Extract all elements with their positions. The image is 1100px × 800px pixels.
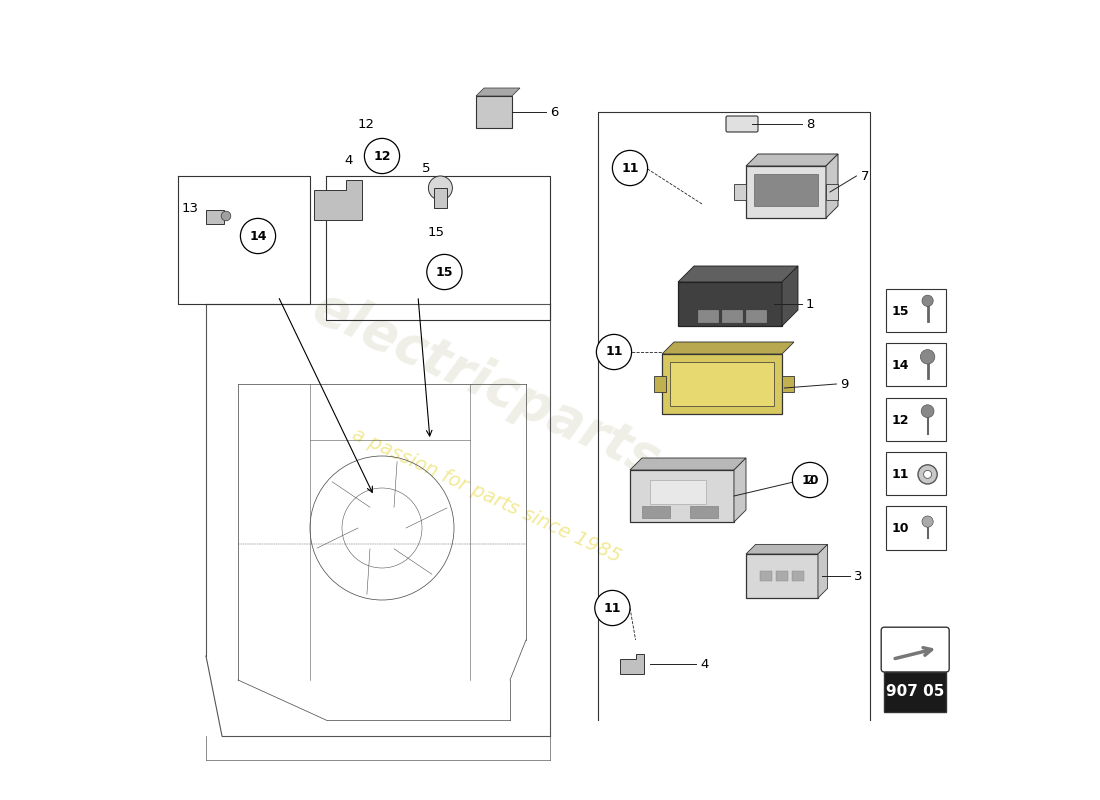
Text: 6: 6 [550, 106, 559, 118]
Polygon shape [619, 654, 644, 674]
FancyBboxPatch shape [746, 166, 826, 218]
FancyBboxPatch shape [826, 184, 838, 200]
Text: 9: 9 [840, 378, 849, 390]
FancyBboxPatch shape [678, 282, 782, 326]
Text: 11: 11 [621, 162, 639, 174]
FancyBboxPatch shape [722, 310, 742, 322]
Circle shape [595, 590, 630, 626]
Circle shape [921, 405, 934, 418]
Polygon shape [476, 88, 520, 96]
Text: a passion for parts since 1985: a passion for parts since 1985 [349, 425, 624, 567]
Polygon shape [678, 266, 798, 282]
Polygon shape [746, 154, 838, 166]
Circle shape [364, 138, 399, 174]
FancyBboxPatch shape [690, 506, 718, 518]
FancyBboxPatch shape [206, 210, 223, 224]
Text: 5: 5 [421, 162, 430, 174]
Polygon shape [314, 180, 362, 220]
FancyBboxPatch shape [746, 310, 766, 322]
Circle shape [922, 295, 933, 306]
Circle shape [922, 516, 933, 527]
FancyBboxPatch shape [881, 627, 949, 672]
Circle shape [241, 218, 276, 254]
Text: 12: 12 [358, 118, 374, 130]
Text: 7: 7 [860, 170, 869, 182]
Text: 14: 14 [250, 230, 266, 242]
Text: 907 05: 907 05 [886, 685, 945, 699]
Polygon shape [734, 458, 746, 522]
Text: 4: 4 [701, 658, 708, 670]
Text: 8: 8 [806, 118, 814, 130]
Text: 10: 10 [801, 474, 818, 486]
FancyBboxPatch shape [760, 571, 771, 581]
Text: 1: 1 [806, 298, 814, 310]
Circle shape [918, 465, 937, 484]
FancyBboxPatch shape [886, 452, 946, 495]
FancyBboxPatch shape [886, 398, 946, 441]
Text: 10: 10 [892, 522, 909, 535]
FancyBboxPatch shape [792, 571, 804, 581]
Circle shape [924, 470, 932, 478]
FancyBboxPatch shape [650, 480, 706, 504]
FancyBboxPatch shape [884, 672, 946, 712]
Polygon shape [818, 544, 827, 598]
Circle shape [596, 334, 631, 370]
Circle shape [921, 350, 935, 364]
Text: 4: 4 [344, 154, 353, 166]
Text: 11: 11 [892, 468, 909, 481]
FancyBboxPatch shape [434, 188, 447, 208]
Polygon shape [746, 544, 827, 554]
FancyBboxPatch shape [476, 96, 512, 128]
Text: 2: 2 [806, 474, 814, 486]
Text: 11: 11 [604, 602, 622, 614]
Text: 14: 14 [892, 359, 909, 372]
Text: 13: 13 [182, 202, 198, 214]
FancyBboxPatch shape [662, 354, 782, 414]
Circle shape [613, 150, 648, 186]
FancyBboxPatch shape [777, 571, 788, 581]
FancyBboxPatch shape [630, 470, 734, 522]
FancyBboxPatch shape [746, 554, 818, 598]
Polygon shape [662, 342, 794, 354]
Polygon shape [630, 458, 746, 470]
FancyBboxPatch shape [726, 116, 758, 132]
Text: 12: 12 [892, 414, 909, 426]
FancyBboxPatch shape [698, 310, 718, 322]
FancyBboxPatch shape [886, 343, 946, 386]
Text: 15: 15 [428, 226, 444, 238]
FancyBboxPatch shape [754, 174, 818, 206]
Text: 11: 11 [605, 346, 623, 358]
Text: 12: 12 [373, 150, 390, 162]
Polygon shape [826, 154, 838, 218]
Circle shape [428, 176, 452, 200]
FancyBboxPatch shape [642, 506, 670, 518]
Text: 15: 15 [892, 305, 909, 318]
Text: 15: 15 [436, 266, 453, 278]
FancyBboxPatch shape [670, 362, 774, 406]
Circle shape [792, 462, 827, 498]
FancyBboxPatch shape [886, 289, 946, 332]
Circle shape [221, 211, 231, 221]
FancyBboxPatch shape [734, 184, 746, 200]
FancyBboxPatch shape [782, 376, 794, 392]
Circle shape [427, 254, 462, 290]
Text: 3: 3 [854, 570, 862, 582]
Text: electricparts: electricparts [304, 281, 668, 487]
FancyBboxPatch shape [654, 376, 666, 392]
FancyBboxPatch shape [886, 506, 946, 550]
Polygon shape [782, 266, 797, 326]
